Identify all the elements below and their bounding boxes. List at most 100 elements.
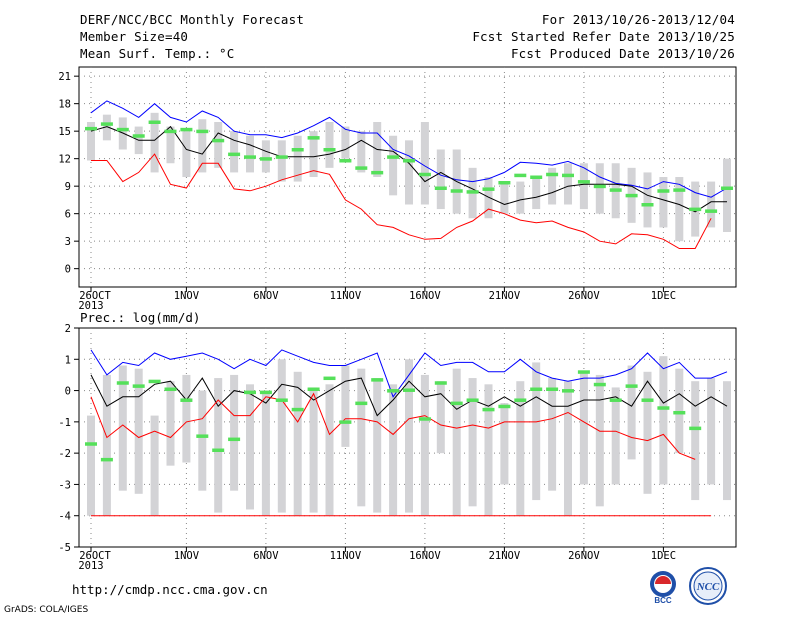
- forecast-start-label: Fcst Started Refer Date 2013/10/25: [472, 29, 735, 44]
- prec-range-bar: [484, 384, 493, 516]
- prec-range-bar: [516, 381, 525, 516]
- temp-range-bar: [341, 126, 350, 159]
- prec-climate-mark: [514, 398, 527, 402]
- prec-range-bar: [230, 374, 239, 491]
- temp-y-tick-label: 3: [65, 236, 71, 248]
- prec-range-bar: [373, 378, 382, 513]
- temp-x-tick-label: 1NOV: [174, 290, 200, 302]
- prec-x-tick-label: 26NOV: [568, 550, 600, 562]
- prec-range-bar: [532, 362, 541, 501]
- variable-label: Mean Surf. Temp.: °C: [80, 46, 235, 61]
- temp-range-bar: [579, 163, 588, 210]
- temp-range-bar: [723, 158, 731, 232]
- temp-x-tick-label: 2013: [78, 300, 103, 312]
- prec-range-bar: [293, 371, 302, 516]
- prec-range-bar: [420, 374, 429, 516]
- temp-plot-frame: [78, 66, 737, 288]
- prec-range-bar: [707, 378, 716, 485]
- temp-range-bar: [516, 181, 525, 214]
- prec-climate-mark: [609, 398, 622, 402]
- temp-y-tick-label: 6: [65, 209, 71, 221]
- source-url[interactable]: http://cmdp.ncc.cma.gov.cn: [72, 582, 268, 597]
- temp-x-tick-label: 16NOV: [409, 290, 441, 302]
- forecast-period-label: For 2013/10/26-2013/12/04: [541, 12, 735, 27]
- prec-climate-mark: [577, 370, 590, 374]
- temp-climate-mark: [164, 129, 177, 134]
- prec-climate-mark: [323, 376, 336, 381]
- prec-x-tick-label: 1DEC: [651, 550, 676, 562]
- prec-climate-mark: [530, 387, 543, 392]
- prec-climate-mark: [418, 417, 431, 421]
- prec-max-line: [90, 349, 728, 398]
- temp-climate-mark: [403, 159, 415, 163]
- prec-x-tick-label: 26OCT: [79, 550, 111, 562]
- prec-climate-mark: [259, 390, 272, 395]
- temp-x-tick-label: 26OCT: [79, 290, 111, 302]
- prec-range-bar: [341, 365, 350, 447]
- prec-range-bar: [389, 384, 398, 516]
- temp-range-bar: [595, 163, 604, 214]
- temp-climate-mark: [339, 159, 352, 163]
- temp-range-bar: [182, 131, 191, 177]
- prec-climate-mark: [625, 384, 638, 388]
- prec-y-tick-label: -4: [58, 511, 71, 523]
- temp-x-tick-label: 6NOV: [253, 290, 279, 302]
- prec-range-bar: [102, 374, 111, 516]
- prec-climate-mark: [116, 381, 129, 385]
- prec-range-bar: [87, 415, 95, 516]
- temp-range-bar: [214, 122, 223, 168]
- prec-range-bar: [309, 387, 318, 513]
- temp-climate-mark: [657, 189, 670, 193]
- prec-y-tick-label: -5: [58, 542, 71, 554]
- prec-climate-mark: [196, 434, 209, 438]
- prec-climate-mark: [228, 437, 241, 442]
- prec-range-bar: [182, 374, 191, 463]
- temp-climate-mark: [116, 127, 129, 132]
- prec-range-bar: [723, 381, 731, 501]
- prec-range-bar: [261, 390, 270, 516]
- temp-x-tick-label: 11NOV: [330, 290, 362, 302]
- temp-mean-line: [90, 125, 727, 213]
- temp-y-tick-label: 12: [58, 154, 71, 166]
- temp-range-bar: [277, 140, 286, 182]
- prec-climate-mark: [291, 407, 304, 412]
- temp-climate-mark: [387, 155, 400, 159]
- temp-range-bar: [261, 140, 270, 173]
- temp-climate-mark: [148, 120, 161, 124]
- prec-climate-mark: [212, 448, 225, 453]
- ncc-logo-icon: NCC: [689, 567, 727, 605]
- temp-climate-mark: [244, 155, 256, 159]
- temp-climate-mark: [100, 122, 113, 126]
- temp-climate-mark: [673, 188, 686, 192]
- temp-range-bar: [230, 131, 239, 173]
- temp-range-bar: [548, 167, 557, 205]
- prec-y-tick-label: -3: [58, 479, 71, 491]
- prec-y-tick-label: -1: [58, 417, 71, 429]
- prec-range-bar: [595, 374, 604, 507]
- prec-min-line: [90, 392, 696, 460]
- temp-range-bar: [309, 131, 318, 177]
- temp-climate-mark: [625, 193, 638, 198]
- temp-y-tick-label: 21: [58, 71, 71, 83]
- prec-climate-mark: [339, 420, 352, 424]
- prec-climate-mark: [100, 457, 113, 462]
- temp-range-bar: [420, 122, 429, 205]
- bcc-logo-text: BCC: [654, 596, 672, 605]
- prec-climate-mark: [85, 442, 97, 446]
- prec-climate-mark: [434, 381, 447, 385]
- temp-x-tick-label: 26NOV: [568, 290, 600, 302]
- temp-climate-mark: [323, 148, 336, 152]
- temp-climate-mark: [577, 180, 590, 184]
- prec-x-tick-label: 1NOV: [174, 550, 200, 562]
- prec-y-tick-label: -2: [58, 448, 71, 460]
- prec-climate-mark: [180, 398, 193, 402]
- temp-range-bar: [357, 131, 366, 173]
- prec-y-tick-label: 0: [65, 386, 71, 398]
- prec-range-bar: [579, 371, 588, 485]
- temp-climate-mark: [196, 129, 209, 134]
- prec-climate-mark: [593, 382, 606, 387]
- temp-climate-mark: [721, 186, 733, 190]
- prec-climate-mark: [498, 404, 511, 409]
- temp-climate-mark: [259, 157, 272, 161]
- temp-x-tick-label: 21NOV: [489, 290, 521, 302]
